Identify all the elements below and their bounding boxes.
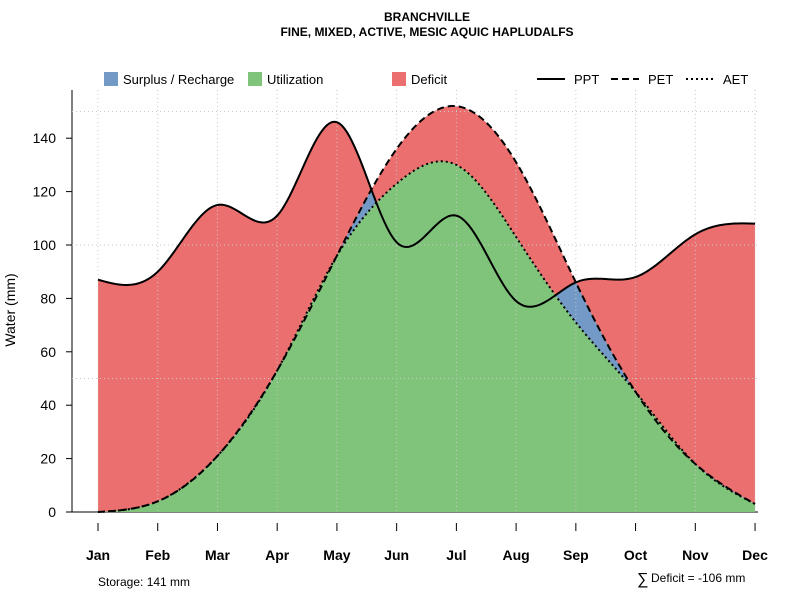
x-tick-label: Apr	[265, 547, 290, 563]
legend: Surplus / Recharge Utilization Deficit P…	[104, 72, 748, 87]
chart-title: BRANCHVILLE	[384, 10, 470, 24]
x-tick-label: May	[323, 547, 350, 563]
legend-label-aet: AET	[723, 72, 748, 87]
y-tick-label: 20	[40, 451, 56, 467]
y-tick-label: 100	[33, 237, 57, 253]
chart-subtitle: FINE, MIXED, ACTIVE, MESIC AQUIC HAPLUDA…	[280, 25, 573, 39]
y-tick-label: 60	[40, 344, 56, 360]
x-tick-label: Nov	[682, 547, 709, 563]
legend-label-ppt: PPT	[574, 72, 599, 87]
y-tick-label: 0	[48, 504, 56, 520]
legend-swatch-surplus	[104, 72, 118, 86]
utilization-area	[98, 161, 756, 513]
x-tick-label: Mar	[205, 547, 230, 563]
legend-label-utilization: Utilization	[267, 72, 323, 87]
y-tick-label: 120	[33, 184, 57, 200]
legend-label-surplus: Surplus / Recharge	[123, 72, 234, 87]
y-axis-label: Water (mm)	[2, 273, 18, 346]
storage-annotation: Storage: 141 mm	[98, 575, 190, 589]
series-line-aet	[97, 160, 756, 513]
deficit-annotation: Deficit = -106 mm	[651, 571, 745, 585]
legend-swatch-deficit	[392, 72, 406, 86]
x-tick-label: Jun	[384, 547, 409, 563]
x-tick-label: Aug	[503, 547, 530, 563]
legend-swatch-utilization	[248, 72, 262, 86]
plot-area: 0 20 40 60 80 100 120 140 Jan Feb Mar Apr May Jun Jul A…	[33, 90, 768, 563]
x-tick-label: Sep	[563, 547, 589, 563]
legend-label-deficit: Deficit	[411, 72, 448, 87]
x-tick-label: Jul	[446, 547, 466, 563]
sum-icon: ∑	[637, 571, 648, 588]
y-tick-label: 80	[40, 290, 56, 306]
x-tick-label: Jan	[86, 547, 110, 563]
legend-label-pet: PET	[648, 72, 673, 87]
y-tick-label: 40	[40, 397, 56, 413]
x-tick-label: Dec	[742, 547, 768, 563]
series-line-ppt	[97, 120, 756, 308]
series-line-pet	[97, 104, 756, 513]
x-tick-label: Oct	[624, 547, 648, 563]
y-tick-label: 140	[33, 130, 57, 146]
x-tick-label: Feb	[145, 547, 170, 563]
